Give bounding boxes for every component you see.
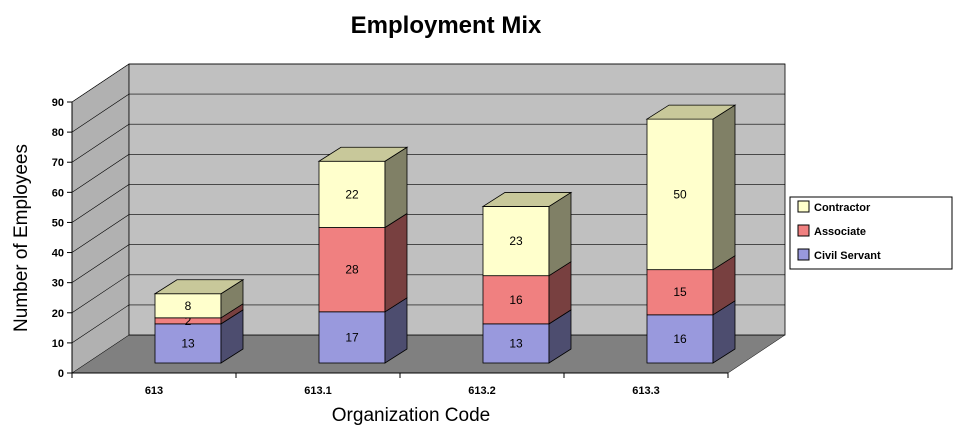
gridline	[71, 93, 785, 133]
gridline	[71, 63, 785, 103]
x-tick-label: 613.2	[468, 385, 496, 397]
data-label: 15	[673, 285, 687, 299]
y-tick-label: 20	[52, 308, 64, 320]
bar-side	[384, 212, 408, 313]
bar-stack-613.2: 13 16 23	[481, 191, 573, 364]
x-tick-label: 613	[145, 385, 163, 397]
bar-top	[645, 104, 737, 120]
y-tick-label: 30	[52, 278, 64, 290]
y-tick-label: 0	[58, 368, 64, 380]
data-label: 16	[673, 332, 687, 346]
bar-contractor	[646, 118, 714, 271]
bars: 13 28 17 28 22 13 16 23 16 15 50	[153, 104, 737, 364]
y-tick-label: 80	[52, 127, 64, 139]
y-axis-title: Number of Employees	[11, 144, 32, 332]
bar-associate	[646, 269, 714, 316]
legend-swatch	[797, 200, 810, 213]
bar-stack-613.3: 16 15 50	[645, 104, 737, 364]
side-wall	[71, 63, 130, 374]
x-tick-label: 613.3	[632, 385, 660, 397]
bar-side	[548, 191, 572, 277]
y-tick-label: 70	[52, 157, 64, 169]
data-label: 50	[673, 187, 687, 201]
bar-associate	[482, 275, 550, 325]
bar-contractor	[482, 206, 550, 277]
bar-contractor	[318, 160, 386, 228]
data-label: 17	[345, 330, 359, 344]
y-tick-label: 90	[52, 97, 64, 109]
legend-swatch	[797, 224, 810, 237]
legend-entry: Civil Servant	[814, 250, 881, 262]
data-label: 23	[509, 234, 523, 248]
data-label: 22	[345, 187, 359, 201]
bar-top	[317, 146, 409, 162]
legend-box	[789, 196, 953, 270]
bar-stack-613.1: 17 28 22	[317, 146, 409, 364]
data-label: 16	[509, 293, 523, 307]
bar-civil-servant	[318, 311, 386, 364]
x-tick-label: 613.1	[304, 385, 332, 397]
data-label: 13	[509, 336, 523, 350]
legend: Contractor Associate Civil Servant	[789, 196, 953, 270]
x-axis: 613 613.1 613.2 613.3	[71, 372, 729, 397]
data-label: 2	[185, 314, 192, 328]
data-label: 28	[345, 263, 359, 277]
bar-side	[712, 104, 736, 271]
legend-entry: Associate	[814, 226, 866, 238]
gridline	[71, 184, 785, 223]
y-tick-label: 50	[52, 217, 64, 229]
y-axis: 0 10 20 30 40 50 60 70 80 90	[52, 97, 73, 380]
bar-top	[153, 279, 245, 295]
legend-entry: Contractor	[814, 202, 871, 214]
data-label: 8	[185, 299, 192, 313]
data-label: 13	[181, 336, 195, 350]
bar-civil-servant	[646, 314, 714, 364]
gridline	[71, 154, 785, 193]
gridline	[71, 123, 785, 163]
y-tick-label: 10	[52, 338, 64, 350]
bar-top	[481, 192, 573, 207]
legend-swatch	[797, 248, 810, 261]
bar-stack-613: 13 28	[153, 279, 245, 364]
y-tick-label: 60	[52, 187, 64, 199]
x-axis-title: Organization Code	[332, 405, 490, 426]
bar-associate	[318, 227, 386, 313]
y-tick-label: 40	[52, 248, 64, 260]
chart-title: Employment Mix	[351, 12, 542, 39]
